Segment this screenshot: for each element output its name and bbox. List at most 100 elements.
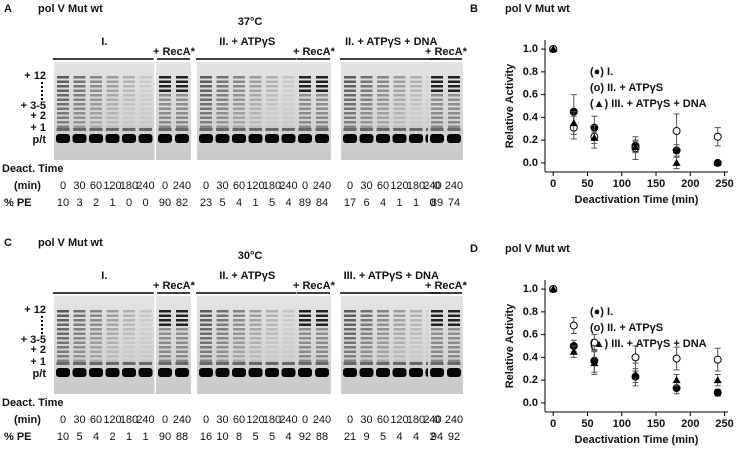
gel-band [159, 76, 171, 79]
gel-band [159, 355, 171, 358]
gel-band [57, 341, 69, 344]
gel-band [56, 368, 70, 377]
group-label: + RecA* [153, 280, 196, 292]
pe-value: 10 [57, 197, 69, 209]
pe-value: 92 [299, 431, 311, 443]
data-point [672, 127, 681, 136]
gel-band [123, 98, 135, 101]
gel-band [200, 85, 212, 88]
time-value: 0 [60, 414, 66, 426]
gel-band [410, 98, 422, 101]
gel-band [393, 355, 406, 358]
gel-band [123, 107, 135, 110]
gel-band [431, 76, 443, 79]
gel-band [431, 112, 443, 115]
pe-label: % PE [4, 431, 32, 443]
gel-band [377, 350, 389, 353]
gel-band [123, 112, 135, 115]
gel-band [410, 332, 422, 335]
gel-band [377, 310, 389, 313]
data-point [713, 158, 722, 166]
gel-band [315, 368, 329, 377]
gel-band [216, 319, 229, 322]
gel-band [409, 134, 423, 143]
gel-band [431, 80, 443, 83]
time-value: 240 [173, 414, 191, 426]
time-value: 0 [347, 414, 353, 426]
data-point [672, 354, 681, 363]
gel-band [282, 98, 295, 101]
gel-band [448, 76, 460, 79]
gel-band [106, 85, 119, 88]
gel-band [344, 94, 356, 97]
gel-band [431, 319, 443, 322]
gel-band [90, 319, 102, 322]
gel-band [57, 98, 69, 101]
pe-value: 0 [142, 197, 148, 209]
gel-band [249, 94, 262, 97]
gel-band [448, 310, 460, 313]
gel-band [410, 80, 422, 83]
gel-band [299, 341, 311, 344]
gel-band [233, 94, 245, 97]
gel-band [249, 314, 262, 317]
gel-band [376, 368, 390, 377]
gel-band [448, 337, 460, 340]
gel-band [90, 121, 102, 124]
gel-band [139, 337, 152, 340]
time-value: 0 [302, 414, 308, 426]
gel-band [299, 98, 311, 101]
gel-band [299, 89, 311, 92]
gel-band [176, 314, 188, 317]
pe-value: 10 [57, 431, 69, 443]
size-marker: + 2 [30, 344, 46, 356]
gel-band [344, 107, 356, 110]
gel-band [176, 121, 188, 124]
gel-band [316, 112, 328, 115]
gel-band [410, 89, 422, 92]
gel-band [299, 80, 311, 83]
gel-band [106, 328, 119, 331]
gel-band [360, 350, 373, 353]
gel-band [393, 362, 406, 365]
time-value: 0 [434, 414, 440, 426]
y-tick-label: 0.2 [523, 374, 538, 386]
time-value: 30 [216, 414, 228, 426]
gel-band [176, 107, 188, 110]
gel-band [139, 314, 152, 317]
gel-band [123, 314, 135, 317]
gel-band [344, 310, 356, 313]
gel-band [57, 332, 69, 335]
gel-band [448, 355, 460, 358]
gel-band [410, 314, 422, 317]
time-value: 240 [136, 180, 154, 192]
gel-band [90, 112, 102, 115]
data-point [549, 285, 558, 293]
gel-band [233, 116, 245, 119]
gel-band [73, 98, 86, 101]
gel-band [139, 350, 152, 353]
gel-band [344, 98, 356, 101]
gel-band [431, 323, 443, 326]
data-point [569, 347, 578, 355]
gel-band [139, 125, 152, 128]
x-tick-label: 250 [715, 178, 733, 190]
gel-band [57, 323, 69, 326]
gel-band [139, 346, 152, 349]
gel-band [266, 341, 278, 344]
gel-band [123, 310, 135, 313]
x-tick-label: 50 [581, 418, 593, 430]
gel-band [216, 355, 229, 358]
gel-band [266, 319, 278, 322]
gel-band [90, 107, 102, 110]
time-value: 240 [173, 180, 191, 192]
gel-band [282, 323, 295, 326]
gel [341, 62, 442, 160]
gel-band [360, 310, 373, 313]
gel-band [360, 337, 373, 340]
gel-band [431, 341, 443, 344]
gel-band [344, 359, 356, 362]
pe-value: 1 [413, 197, 419, 209]
gel-band [249, 103, 262, 106]
gel-band [393, 337, 406, 340]
